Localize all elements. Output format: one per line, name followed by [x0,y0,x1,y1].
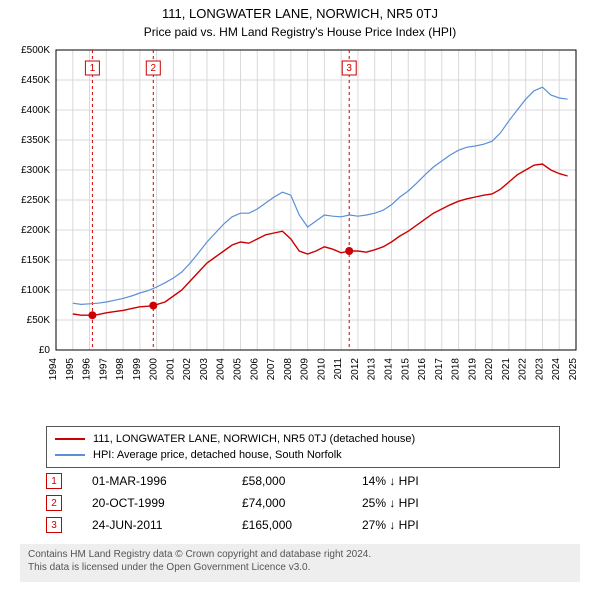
chart-title: 111, LONGWATER LANE, NORWICH, NR5 0TJ [0,0,600,21]
svg-text:1999: 1999 [132,358,143,381]
svg-text:2007: 2007 [266,358,277,381]
svg-text:2008: 2008 [283,358,294,381]
svg-text:£450K: £450K [21,75,50,86]
chart: £0 £50K £100K £150K £200K £250K £300K £350K £400… [0,44,600,414]
svg-text:£250K: £250K [21,195,50,206]
attribution-line2: This data is licensed under the Open Gov… [28,561,572,574]
svg-text:2002: 2002 [182,358,193,381]
svg-text:2011: 2011 [333,358,344,380]
sale-delta: 27% ↓ HPI [362,518,482,532]
svg-text:2022: 2022 [518,358,529,381]
svg-text:2009: 2009 [300,358,311,381]
sales-table: 1 01-MAR-1996 £58,000 14% ↓ HPI 2 20-OCT… [46,470,482,536]
sale-date: 20-OCT-1999 [92,496,242,510]
sale-row: 1 01-MAR-1996 £58,000 14% ↓ HPI [46,470,482,492]
legend-item-hpi: HPI: Average price, detached house, Sout… [55,447,551,463]
sale-price: £165,000 [242,518,362,532]
attribution-line1: Contains HM Land Registry data © Crown c… [28,548,572,561]
sale-badge: 2 [46,495,62,511]
svg-text:2005: 2005 [233,358,244,381]
svg-text:2023: 2023 [534,358,545,381]
sale-price: £58,000 [242,474,362,488]
svg-text:2024: 2024 [551,358,562,381]
svg-text:2017: 2017 [434,358,445,381]
svg-text:£0: £0 [39,345,51,356]
svg-text:2014: 2014 [383,358,394,381]
svg-text:2006: 2006 [249,358,260,381]
svg-text:£200K: £200K [21,225,50,236]
svg-text:2013: 2013 [367,358,378,381]
svg-text:£500K: £500K [21,45,50,56]
svg-text:2001: 2001 [165,358,176,381]
svg-text:1997: 1997 [98,358,109,381]
svg-text:3: 3 [346,63,352,74]
attribution: Contains HM Land Registry data © Crown c… [20,544,580,582]
svg-text:£400K: £400K [21,105,50,116]
svg-text:£350K: £350K [21,135,50,146]
sale-badge: 1 [46,473,62,489]
svg-text:1996: 1996 [82,358,93,381]
legend: 111, LONGWATER LANE, NORWICH, NR5 0TJ (d… [46,426,560,468]
svg-text:2020: 2020 [484,358,495,381]
svg-text:2018: 2018 [451,358,462,381]
svg-text:1: 1 [90,63,96,74]
svg-text:2012: 2012 [350,358,361,381]
sale-delta: 14% ↓ HPI [362,474,482,488]
svg-text:£100K: £100K [21,285,50,296]
svg-text:2019: 2019 [467,358,478,381]
svg-text:1994: 1994 [48,358,59,381]
svg-text:2015: 2015 [400,358,411,381]
legend-label-property: 111, LONGWATER LANE, NORWICH, NR5 0TJ (d… [93,431,415,447]
sale-delta: 25% ↓ HPI [362,496,482,510]
sale-row: 2 20-OCT-1999 £74,000 25% ↓ HPI [46,492,482,514]
svg-text:2003: 2003 [199,358,210,381]
svg-text:2016: 2016 [417,358,428,381]
legend-swatch-hpi [55,454,85,456]
svg-text:£150K: £150K [21,255,50,266]
sale-date: 01-MAR-1996 [92,474,242,488]
svg-text:1995: 1995 [65,358,76,381]
chart-svg: £0 £50K £100K £150K £200K £250K £300K £350K £400… [0,44,600,414]
chart-subtitle: Price paid vs. HM Land Registry's House … [0,21,600,41]
svg-text:2: 2 [151,63,157,74]
svg-text:1998: 1998 [115,358,126,381]
legend-label-hpi: HPI: Average price, detached house, Sout… [93,447,342,463]
svg-text:2025: 2025 [568,358,579,381]
svg-text:2021: 2021 [501,358,512,381]
legend-item-property: 111, LONGWATER LANE, NORWICH, NR5 0TJ (d… [55,431,551,447]
svg-text:£50K: £50K [27,315,51,326]
sale-row: 3 24-JUN-2011 £165,000 27% ↓ HPI [46,514,482,536]
svg-text:£300K: £300K [21,165,50,176]
svg-text:2000: 2000 [149,358,160,381]
sale-badge: 3 [46,517,62,533]
svg-text:2004: 2004 [216,358,227,381]
sale-price: £74,000 [242,496,362,510]
svg-text:2010: 2010 [316,358,327,381]
sale-date: 24-JUN-2011 [92,518,242,532]
legend-swatch-property [55,438,85,440]
